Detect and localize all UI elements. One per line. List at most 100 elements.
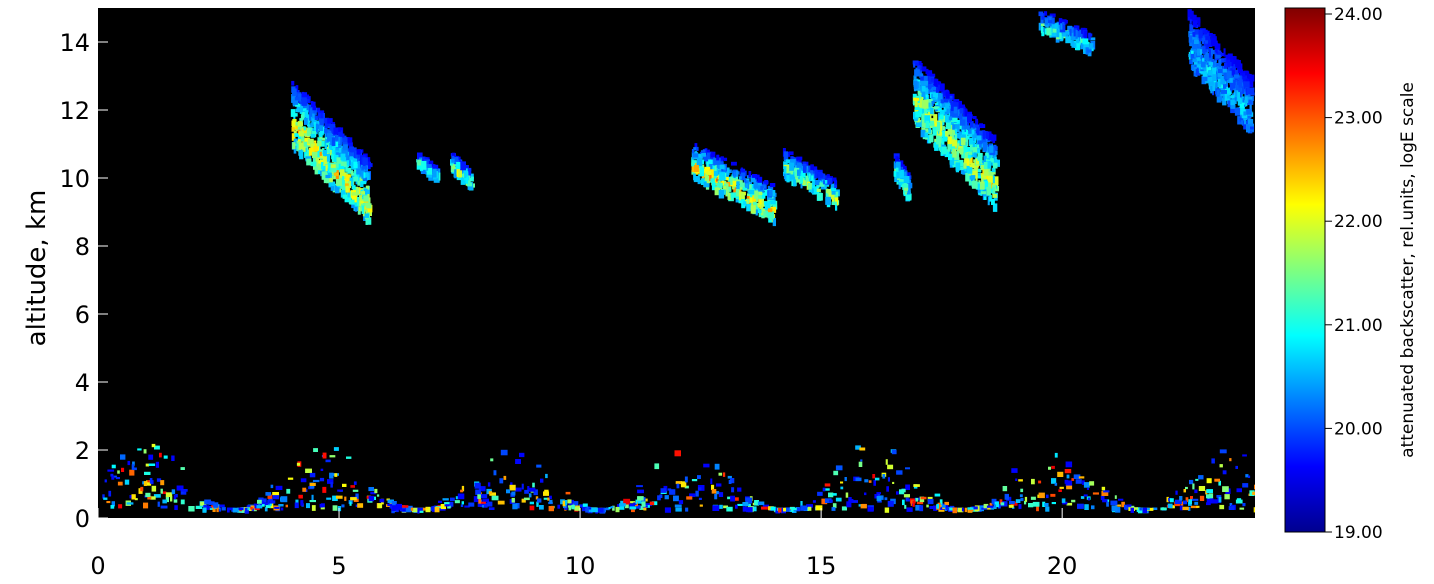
backscatter-pixel (1252, 491, 1255, 495)
backscatter-pixel (1219, 504, 1225, 510)
backscatter-pixel (292, 98, 298, 105)
backscatter-pixel (929, 506, 936, 509)
backscatter-pixel (1206, 502, 1211, 506)
backscatter-pixel (1078, 37, 1085, 46)
backscatter-pixel (351, 195, 358, 203)
backscatter-pixel (801, 169, 806, 178)
backscatter-pixel (991, 134, 997, 141)
backscatter-pixel (754, 179, 757, 186)
backscatter-pixel (1118, 498, 1124, 501)
backscatter-pixel (635, 505, 641, 509)
backscatter-pixel (731, 161, 737, 166)
backscatter-pixel (783, 166, 789, 174)
backscatter-pixel (121, 467, 125, 472)
backscatter-pixel (949, 156, 955, 166)
backscatter-pixel (675, 507, 682, 512)
backscatter-pixel (992, 203, 998, 212)
backscatter-pixel (129, 469, 135, 476)
backscatter-pixel (329, 175, 333, 183)
backscatter-pixel (727, 189, 730, 195)
backscatter-pixel (764, 201, 771, 210)
backscatter-pixel (300, 114, 304, 121)
backscatter-pixel (699, 504, 703, 507)
backscatter-pixel (521, 498, 526, 503)
backscatter-pixel (990, 158, 994, 163)
backscatter-pixel (117, 481, 123, 486)
backscatter-pixel (985, 131, 989, 139)
backscatter-pixel (957, 507, 964, 513)
backscatter-pixel (361, 191, 365, 195)
backscatter-pixel (993, 169, 996, 175)
backscatter-pixel (1064, 479, 1069, 484)
backscatter-pixel (1061, 35, 1064, 41)
backscatter-pixel (1038, 11, 1044, 17)
backscatter-pixel (886, 486, 889, 492)
backscatter-pixel (906, 507, 913, 512)
backscatter-pixel (1220, 76, 1225, 85)
backscatter-pixel (858, 504, 862, 507)
backscatter-pixel (701, 159, 704, 165)
backscatter-pixel (629, 506, 637, 510)
backscatter-pixel (970, 144, 973, 151)
backscatter-pixel (910, 500, 914, 506)
backscatter-pixel (315, 123, 319, 128)
backscatter-pixel (278, 504, 284, 507)
backscatter-pixel (1249, 490, 1255, 496)
backscatter-pixel (984, 138, 990, 143)
backscatter-pixel (918, 106, 923, 116)
backscatter-pixel (750, 177, 756, 183)
backscatter-pixel (920, 73, 924, 77)
backscatter-pixel (905, 484, 910, 490)
backscatter-pixel (718, 182, 723, 188)
backscatter-pixel (447, 505, 451, 509)
x-tick-label: 15 (806, 552, 837, 580)
backscatter-pixel (1042, 501, 1046, 507)
backscatter-pixel (712, 505, 720, 511)
backscatter-pixel (356, 197, 360, 206)
backscatter-pixel (1024, 496, 1028, 502)
backscatter-pixel (1060, 23, 1063, 30)
backscatter-pixel (930, 78, 934, 82)
backscatter-pixel (802, 180, 806, 185)
backscatter-pixel (1229, 458, 1232, 462)
backscatter-pixel (511, 497, 515, 503)
feature-cirrus-0 (290, 80, 373, 225)
backscatter-pixel (784, 172, 787, 182)
backscatter-pixel (913, 484, 920, 487)
backscatter-pixel (325, 174, 330, 179)
backscatter-pixel (1066, 485, 1073, 490)
backscatter-pixel (345, 174, 351, 182)
backscatter-pixel (557, 504, 561, 509)
backscatter-pixel (887, 500, 894, 507)
backscatter-pixel (904, 504, 907, 509)
backscatter-pixel (749, 184, 755, 189)
backscatter-pixel (1236, 85, 1239, 91)
backscatter-pixel (986, 186, 991, 196)
backscatter-pixel (391, 505, 396, 511)
backscatter-pixel (1045, 506, 1050, 512)
backscatter-pixel (110, 473, 114, 477)
backscatter-pixel (933, 78, 937, 86)
backscatter-pixel (267, 499, 270, 505)
backscatter-pixel (351, 203, 355, 209)
backscatter-pixel (956, 100, 962, 107)
backscatter-pixel (529, 505, 535, 511)
backscatter-pixel (241, 507, 245, 513)
backscatter-pixel (1224, 494, 1230, 500)
backscatter-pixel (896, 157, 899, 166)
backscatter-pixel (921, 66, 927, 72)
backscatter-pixel (162, 491, 167, 494)
backscatter-pixel (1051, 33, 1057, 37)
backscatter-pixel (727, 192, 731, 200)
backscatter-pixel (512, 503, 518, 510)
backscatter-pixel (942, 115, 946, 123)
backscatter-pixel (1194, 501, 1199, 505)
backscatter-pixel (346, 456, 352, 459)
backscatter-pixel (1238, 106, 1245, 115)
backscatter-pixel (907, 498, 910, 502)
backscatter-pixel (1190, 50, 1194, 55)
backscatter-pixel (961, 152, 964, 159)
backscatter-pixel (325, 133, 328, 141)
backscatter-pixel (993, 504, 996, 508)
